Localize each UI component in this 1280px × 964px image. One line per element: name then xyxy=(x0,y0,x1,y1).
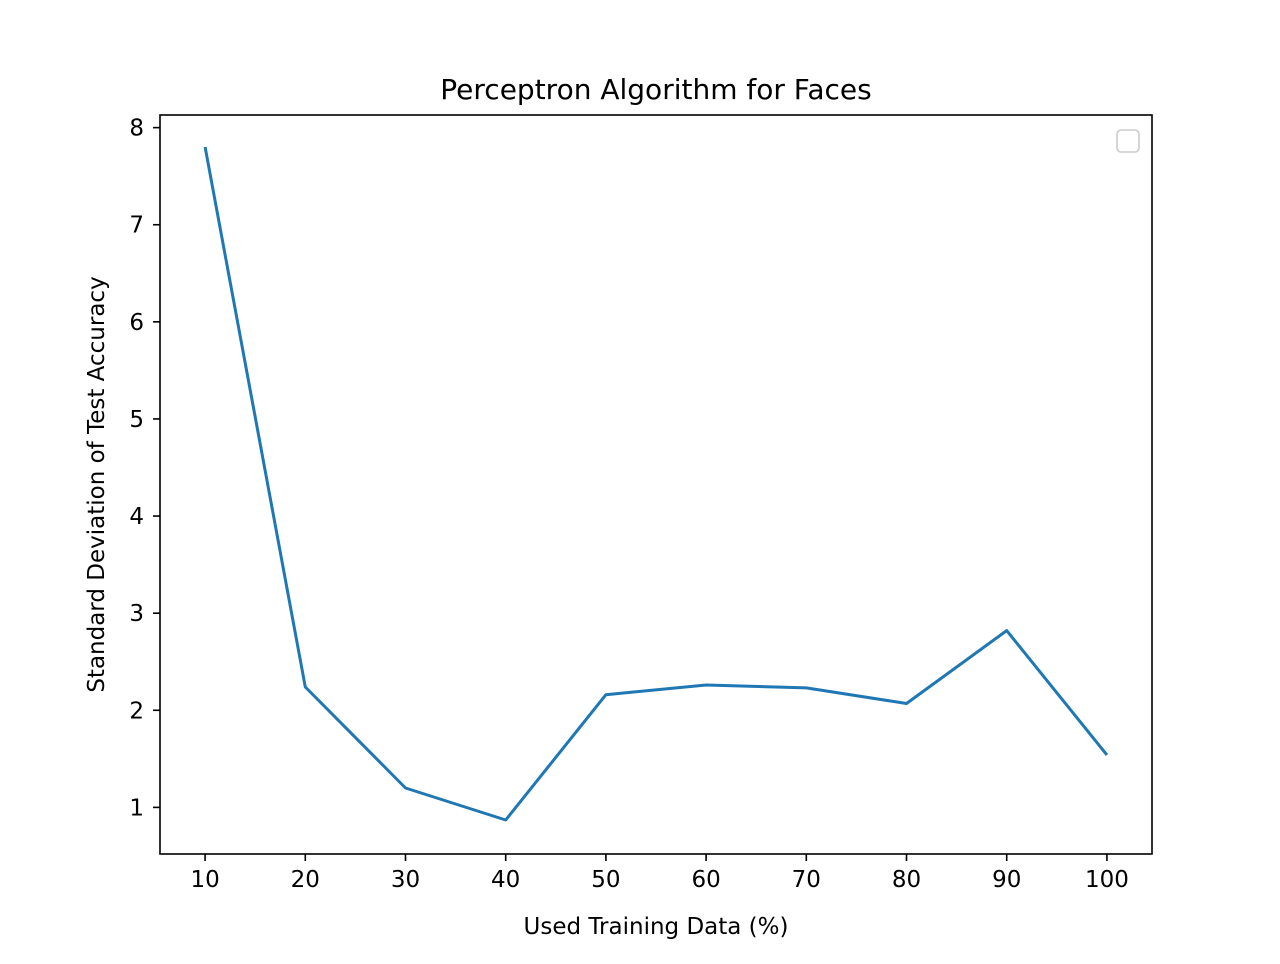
plot-frame xyxy=(159,114,1153,855)
y-tick-label: 8 xyxy=(129,116,144,142)
series-line xyxy=(203,146,1109,822)
x-tick-label: 10 xyxy=(190,867,219,893)
x-tick-label: 90 xyxy=(992,867,1021,893)
y-tick-label: 2 xyxy=(129,698,144,724)
y-tick-label: 3 xyxy=(129,601,144,627)
x-tick-label: 30 xyxy=(391,867,420,893)
ticks-layer: 10 20 30 40 50 60 70 80 90 100 1 2 3 4 5 6 7 8 xyxy=(129,116,1129,893)
x-tick-label: 40 xyxy=(491,867,520,893)
y-tick-label: 7 xyxy=(129,213,144,239)
x-axis-label: Used Training Data (%) xyxy=(524,914,789,940)
y-tick-label: 5 xyxy=(129,407,144,433)
series-layer xyxy=(203,146,1109,822)
x-tick-label: 70 xyxy=(792,867,821,893)
y-tick-label: 6 xyxy=(129,310,144,336)
x-tick-label: 80 xyxy=(892,867,921,893)
y-axis-label: Standard Deviation of Test Accuracy xyxy=(84,276,110,692)
x-tick-label: 60 xyxy=(691,867,720,893)
legend-box xyxy=(1116,129,1140,153)
x-tick-label: 100 xyxy=(1085,867,1129,893)
x-tick-label: 50 xyxy=(591,867,620,893)
x-tick-label: 20 xyxy=(291,867,320,893)
y-tick-label: 4 xyxy=(129,504,144,530)
chart-title: Perceptron Algorithm for Faces xyxy=(440,73,871,106)
y-tick-label: 1 xyxy=(129,795,144,821)
